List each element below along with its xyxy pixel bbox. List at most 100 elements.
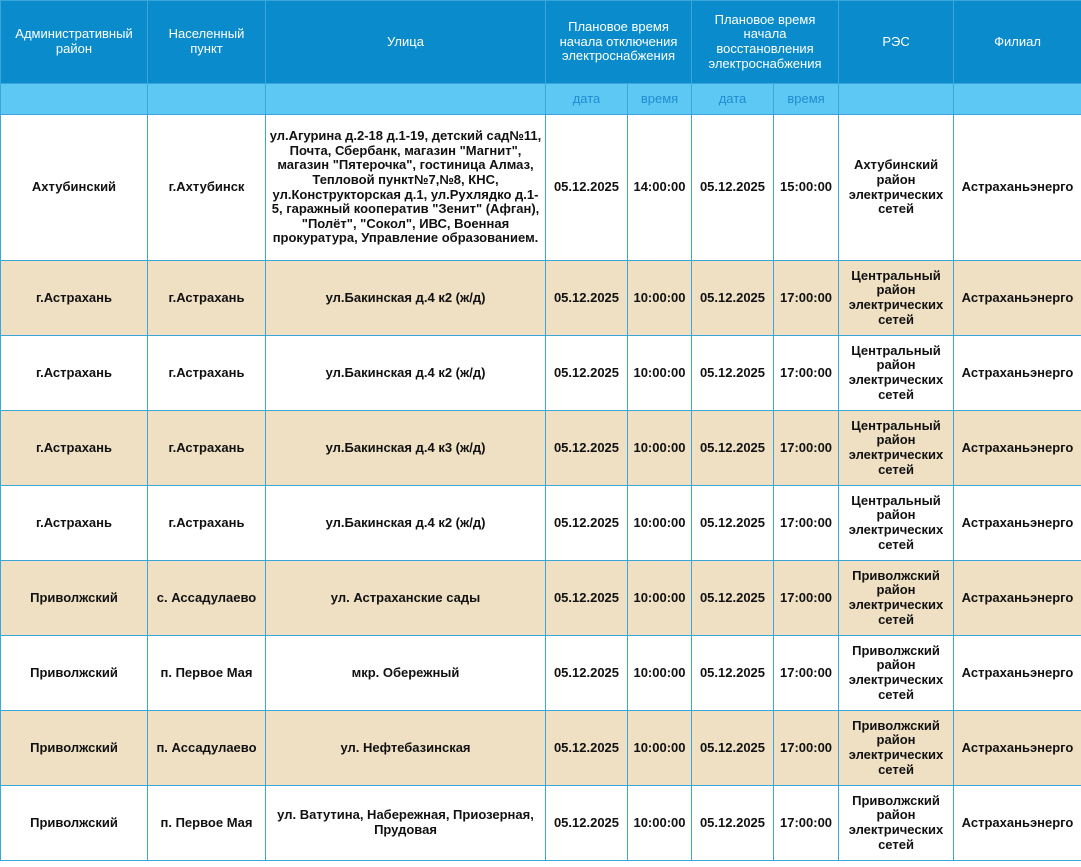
- header-row: Административный район Населенный пункт …: [0, 0, 1081, 84]
- header-cell: Населенный пункт: [147, 0, 266, 84]
- table-cell: 05.12.2025: [691, 560, 774, 636]
- table-cell: ул. Астраханские сады: [265, 560, 546, 636]
- table-cell: Астраханьэнерго: [953, 410, 1081, 486]
- table-cell: 05.12.2025: [691, 785, 774, 861]
- table-cell: п. Первое Мая: [147, 635, 266, 711]
- table-cell: 10:00:00: [627, 560, 692, 636]
- table-cell: Астраханьэнерго: [953, 785, 1081, 861]
- table-cell: ул.Бакинская д.4 к2 (ж/д): [265, 335, 546, 411]
- table-cell: 17:00:00: [772, 485, 840, 561]
- table-cell: Приволжский: [0, 635, 148, 711]
- table-cell: ул.Агурина д.2-18 д.1-19, детский сад№11…: [265, 114, 546, 261]
- table-row: Ахтубинский г.Ахтубинск ул.Агурина д.2-18 …: [0, 114, 1081, 261]
- table-cell: 05.12.2025: [545, 785, 628, 861]
- table-cell: 05.12.2025: [545, 410, 628, 486]
- table-cell: Приволжский район электрических сетей: [838, 560, 955, 636]
- table-cell: г.Астрахань: [147, 485, 266, 561]
- table-row: Приволжский п. Ассадулаево ул. Нефтебазинс…: [0, 710, 1081, 786]
- table-cell: 17:00:00: [772, 410, 840, 486]
- table-cell: Ахтубинский район электрических сетей: [838, 114, 955, 261]
- table-cell: 05.12.2025: [691, 485, 774, 561]
- subheader-cell: дата: [691, 83, 774, 115]
- table-cell: 05.12.2025: [545, 335, 628, 411]
- header-cell: Плановое время начала отключения электро…: [545, 0, 692, 84]
- table-cell: Центральный район электрических сетей: [838, 335, 955, 411]
- subheader-cell: время: [627, 83, 692, 115]
- table-cell: Центральный район электрических сетей: [838, 410, 955, 486]
- table-row: Приволжский п. Первое Мая ул. Ватутина, На…: [0, 785, 1081, 861]
- table-cell: 14:00:00: [627, 114, 692, 261]
- table-row: г.Астрахань г.Астрахань ул.Бакинская д.4 к…: [0, 335, 1081, 411]
- subheader-cell: [265, 83, 546, 115]
- table-cell: г.Астрахань: [0, 485, 148, 561]
- table-cell: 05.12.2025: [691, 114, 774, 261]
- table-cell: 17:00:00: [772, 260, 840, 336]
- table-cell: Астраханьэнерго: [953, 560, 1081, 636]
- table-cell: с. Ассадулаево: [147, 560, 266, 636]
- header-cell: Административный район: [0, 0, 148, 84]
- table-cell: 17:00:00: [772, 635, 840, 711]
- table-cell: 05.12.2025: [545, 485, 628, 561]
- header-cell: Улица: [265, 0, 546, 84]
- table-cell: 10:00:00: [627, 785, 692, 861]
- table-cell: г.Астрахань: [147, 410, 266, 486]
- table-cell: 05.12.2025: [691, 335, 774, 411]
- table-cell: Центральный район электрических сетей: [838, 485, 955, 561]
- table-cell: Ахтубинский: [0, 114, 148, 261]
- table-cell: Астраханьэнерго: [953, 635, 1081, 711]
- subheader-cell: [838, 83, 955, 115]
- table-cell: Приволжский: [0, 560, 148, 636]
- table-cell: 17:00:00: [772, 335, 840, 411]
- subheader-cell: дата: [545, 83, 628, 115]
- table-cell: 15:00:00: [772, 114, 840, 261]
- table-cell: Приволжский район электрических сетей: [838, 635, 955, 711]
- table-cell: 05.12.2025: [545, 260, 628, 336]
- table-cell: 10:00:00: [627, 485, 692, 561]
- table-cell: г.Астрахань: [0, 260, 148, 336]
- table-cell: 10:00:00: [627, 635, 692, 711]
- table-cell: 17:00:00: [772, 710, 840, 786]
- table-cell: 10:00:00: [627, 710, 692, 786]
- table-cell: п. Первое Мая: [147, 785, 266, 861]
- subheader-row: дата время дата время: [0, 83, 1081, 115]
- table-cell: Астраханьэнерго: [953, 485, 1081, 561]
- table-cell: г.Ахтубинск: [147, 114, 266, 261]
- table-cell: 10:00:00: [627, 335, 692, 411]
- table-cell: Центральный район электрических сетей: [838, 260, 955, 336]
- subheader-cell: [953, 83, 1081, 115]
- table-cell: 05.12.2025: [691, 710, 774, 786]
- table-cell: Астраханьэнерго: [953, 260, 1081, 336]
- table-cell: ул. Нефтебазинская: [265, 710, 546, 786]
- table-cell: мкр. Обережный: [265, 635, 546, 711]
- table-cell: ул.Бакинская д.4 к2 (ж/д): [265, 485, 546, 561]
- table-row: г.Астрахань г.Астрахань ул.Бакинская д.4 к…: [0, 410, 1081, 486]
- table-cell: Астраханьэнерго: [953, 710, 1081, 786]
- table-cell: г.Астрахань: [147, 335, 266, 411]
- table-cell: 05.12.2025: [691, 635, 774, 711]
- header-cell: Филиал: [953, 0, 1081, 84]
- table-cell: г.Астрахань: [0, 410, 148, 486]
- table-body: Ахтубинский г.Ахтубинск ул.Агурина д.2-18 …: [0, 114, 1081, 861]
- table-cell: Приволжский: [0, 710, 148, 786]
- table-cell: 17:00:00: [772, 560, 840, 636]
- table-cell: 05.12.2025: [691, 410, 774, 486]
- table-cell: 17:00:00: [772, 785, 840, 861]
- table-cell: 10:00:00: [627, 260, 692, 336]
- table-row: Приволжский п. Первое Мая мкр. Обережный 05…: [0, 635, 1081, 711]
- table-cell: 05.12.2025: [545, 560, 628, 636]
- table-cell: 05.12.2025: [545, 710, 628, 786]
- header-cell: РЭС: [838, 0, 955, 84]
- table-cell: Приволжский район электрических сетей: [838, 710, 955, 786]
- table-cell: Приволжский район электрических сетей: [838, 785, 955, 861]
- table-cell: Астраханьэнерго: [953, 114, 1081, 261]
- table-cell: ул.Бакинская д.4 к3 (ж/д): [265, 410, 546, 486]
- table-cell: п. Ассадулаево: [147, 710, 266, 786]
- table-cell: Приволжский: [0, 785, 148, 861]
- table-cell: 10:00:00: [627, 410, 692, 486]
- table-cell: ул.Бакинская д.4 к2 (ж/д): [265, 260, 546, 336]
- subheader-cell: [0, 83, 148, 115]
- table-cell: Астраханьэнерго: [953, 335, 1081, 411]
- subheader-cell: [147, 83, 266, 115]
